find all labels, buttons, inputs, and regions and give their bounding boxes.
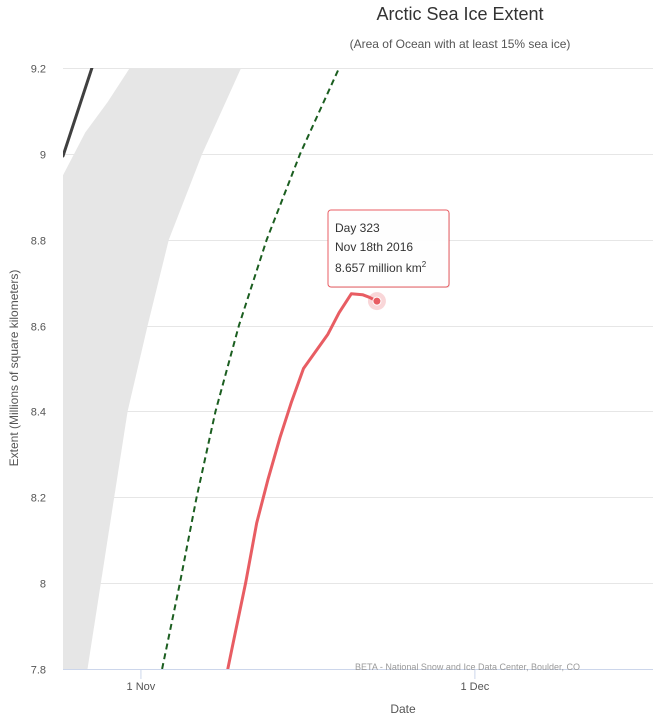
x-tick-label: 1 Dec bbox=[461, 681, 490, 693]
y-tick-label: 8 bbox=[40, 579, 46, 591]
y-tick-labels: 7.8 8 8.2 8.4 8.6 8.8 9 9.2 bbox=[31, 64, 46, 677]
range-band bbox=[63, 68, 242, 670]
tooltip-value-sup: 2 bbox=[422, 260, 427, 269]
tooltip-value-number: 8.657 million km bbox=[335, 261, 422, 275]
tooltip-value: 8.657 million km2 bbox=[335, 260, 427, 275]
chart-credit[interactable]: BETA - National Snow and Ice Data Center… bbox=[355, 662, 580, 672]
y-axis-title: Extent (Millions of square kilometers) bbox=[7, 270, 21, 467]
series-line-3 bbox=[226, 292, 379, 670]
x-tick-label: 1 Nov bbox=[127, 681, 156, 693]
tooltip-date: Nov 18th 2016 bbox=[335, 240, 413, 254]
y-tick-label: 9.2 bbox=[31, 64, 46, 76]
x-tick-labels: 1 Nov 1 Dec bbox=[127, 669, 490, 693]
y-tick-label: 8.2 bbox=[31, 493, 46, 505]
hover-point[interactable] bbox=[372, 296, 382, 306]
tooltip-box bbox=[327, 209, 450, 288]
y-tick-label: 8.8 bbox=[31, 236, 46, 248]
y-tick-label: 7.8 bbox=[31, 665, 46, 677]
series-layer bbox=[63, 68, 379, 670]
tooltip: Day 323 Nov 18th 2016 8.657 million km2 bbox=[327, 209, 450, 311]
tooltip-day: Day 323 bbox=[335, 221, 380, 235]
chart-title: Arctic Sea Ice Extent bbox=[376, 4, 543, 24]
y-tick-label: 8.4 bbox=[31, 407, 46, 419]
x-axis-title: Date bbox=[390, 702, 416, 716]
y-tick-label: 9 bbox=[40, 150, 46, 162]
series-line-1 bbox=[63, 68, 94, 158]
y-tick-label: 8.6 bbox=[31, 322, 46, 334]
chart-subtitle: (Area of Ocean with at least 15% sea ice… bbox=[350, 37, 571, 51]
series-line-2 bbox=[161, 68, 341, 670]
